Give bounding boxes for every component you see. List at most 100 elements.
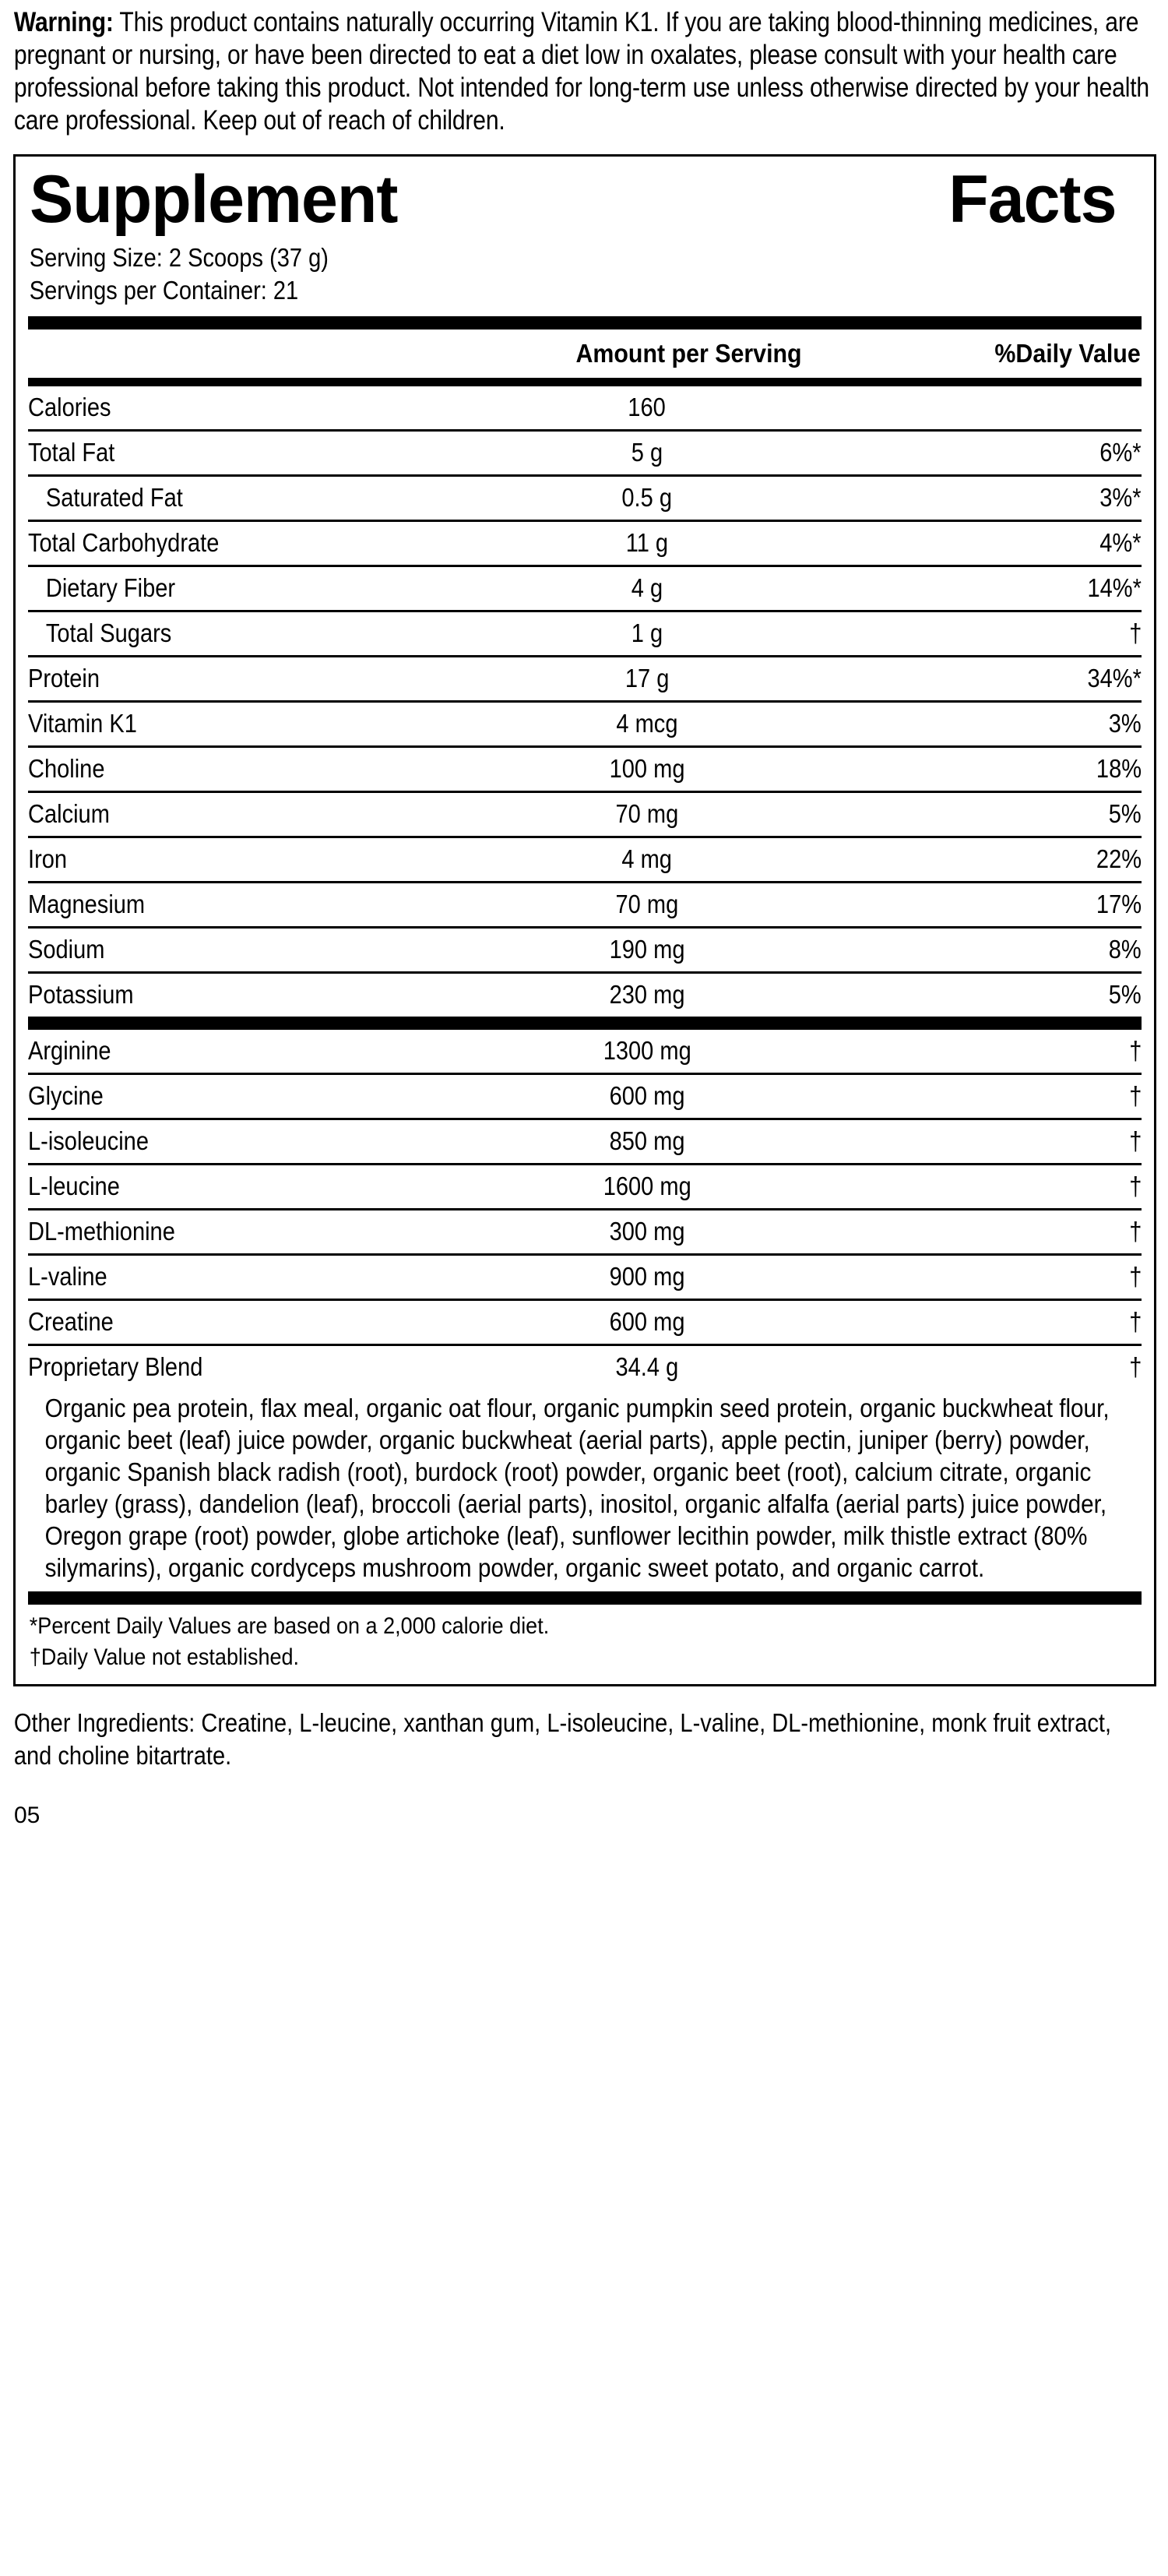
nutrition-table-primary: Calories 160 Total Fat 5 g 6%* Saturated Fat 0…	[28, 386, 1142, 1017]
nutrient-amount-cell: 4 g	[464, 566, 830, 613]
table-row: Creatine 600 mg †	[28, 1299, 1142, 1347]
nutrient-daily-value-cell: 34%*	[830, 656, 1142, 703]
nutrient-amount-cell: 850 mg	[464, 1119, 830, 1166]
nutrient-amount: 190 mg	[609, 935, 685, 964]
footnotes: *Percent Daily Values are based on a 2,0…	[28, 1605, 1142, 1684]
blend-dv-cell: †	[1128, 1352, 1142, 1382]
nutrient-amount-cell: 1300 mg	[464, 1030, 830, 1076]
nutrient-daily-value: 34%*	[1087, 664, 1142, 693]
other-ingredients: Other Ingredients: Creatine, L-leucine, …	[13, 1708, 1112, 1771]
table-row: Arginine 1300 mg †	[28, 1030, 1142, 1076]
page-number: 05	[14, 1802, 40, 1829]
nutrient-name-cell: Total Sugars	[28, 611, 464, 658]
table-row: Calcium 70 mg 5%	[28, 791, 1142, 839]
table-row: Sodium 190 mg 8%	[28, 927, 1142, 974]
table-row: Glycine 600 mg †	[28, 1073, 1142, 1121]
nutrient-daily-value: 5%	[1109, 980, 1142, 1010]
nutrient-name: Magnesium	[28, 890, 146, 919]
nutrient-name-cell: Protein	[28, 656, 464, 703]
warning-paragraph: Warning: This product contains naturally…	[13, 0, 1166, 137]
nutrient-daily-value: 3%	[1109, 709, 1142, 738]
nutrient-daily-value: 14%*	[1087, 573, 1142, 603]
nutrient-daily-value-cell: 5%	[830, 973, 1142, 1017]
table-row: Vitamin K1 4 mcg 3%	[28, 701, 1142, 749]
supplement-facts-box: Supplement Facts Serving Size: 2 Scoops …	[13, 154, 1156, 1687]
nutrient-name-cell: L-isoleucine	[28, 1119, 464, 1166]
nutrient-name: L-valine	[28, 1262, 107, 1292]
nutrient-amount-cell: 1 g	[464, 611, 830, 658]
nutrient-name-cell: Calcium	[28, 791, 464, 839]
warning-text: This product contains naturally occurrin…	[13, 7, 1150, 136]
nutrient-name-cell: L-valine	[28, 1254, 464, 1302]
nutrient-amount: 900 mg	[609, 1262, 685, 1292]
table-row: Saturated Fat 0.5 g 3%*	[28, 475, 1142, 523]
nutrient-daily-value: †	[1128, 1217, 1142, 1246]
nutrient-amount: 4 g	[631, 573, 663, 603]
nutrient-amount-cell: 600 mg	[464, 1299, 830, 1347]
footnote-percent-daily-value: *Percent Daily Values are based on a 2,0…	[29, 1613, 550, 1640]
nutrient-amount-cell: 4 mcg	[464, 701, 830, 749]
nutrient-amount: 70 mg	[615, 890, 679, 919]
nutrient-daily-value-cell: †	[830, 1254, 1142, 1302]
nutrient-daily-value-cell: 3%*	[830, 475, 1142, 523]
nutrient-name: Sodium	[28, 935, 105, 964]
nutrient-amount: 5 g	[631, 438, 663, 467]
divider-bar-footnotes	[28, 1591, 1142, 1605]
nutrient-name: Creatine	[28, 1307, 114, 1337]
nutrient-daily-value-cell: 17%	[830, 882, 1142, 929]
footnote-dv-not-established: †Daily Value not established.	[29, 1644, 300, 1671]
table-row: Protein 17 g 34%*	[28, 656, 1142, 703]
nutrient-amount: 100 mg	[609, 754, 685, 784]
nutrient-name-cell: Glycine	[28, 1073, 464, 1121]
nutrient-amount: 0.5 g	[621, 483, 673, 513]
header-daily-value: %Daily Value	[994, 339, 1141, 368]
nutrient-amount: 4 mg	[621, 844, 673, 874]
nutrient-amount-cell: 230 mg	[464, 973, 830, 1017]
header-spacer	[28, 338, 429, 369]
nutrient-amount: 1300 mg	[603, 1036, 691, 1066]
nutrient-name: Potassium	[28, 980, 134, 1010]
nutrient-amount-cell: 70 mg	[464, 882, 830, 929]
nutrient-daily-value-cell: †	[830, 1030, 1142, 1076]
column-headers: Amount per Serving %Daily Value	[28, 329, 1141, 378]
nutrient-daily-value-cell: †	[830, 1209, 1142, 1256]
table-row: Calories 160	[28, 386, 1142, 432]
nutrient-daily-value: 3%*	[1099, 483, 1142, 513]
table-row: Total Fat 5 g 6%*	[28, 430, 1142, 477]
divider-bar-top	[28, 316, 1142, 330]
nutrient-amount: 17 g	[624, 664, 670, 693]
nutrient-daily-value-cell: †	[830, 1299, 1142, 1347]
nutrient-name: Dietary Fiber	[45, 573, 176, 603]
nutrient-name: Protein	[28, 664, 100, 693]
nutrient-daily-value-cell: 6%*	[830, 430, 1142, 477]
nutrient-daily-value: 22%	[1096, 844, 1142, 874]
nutrient-name-cell: Creatine	[28, 1299, 464, 1347]
nutrient-name-cell: Potassium	[28, 973, 464, 1017]
nutrient-amount-cell: 70 mg	[464, 791, 830, 839]
nutrient-name-cell: Dietary Fiber	[28, 566, 464, 613]
nutrient-name: Arginine	[28, 1036, 111, 1066]
nutrient-name-cell: Iron	[28, 837, 464, 884]
nutrient-amount-cell: 300 mg	[464, 1209, 830, 1256]
nutrient-daily-value-cell: †	[830, 1164, 1142, 1211]
nutrient-daily-value: 17%	[1096, 890, 1142, 919]
table-row: L-leucine 1600 mg †	[28, 1164, 1142, 1211]
header-amount-per-serving: Amount per Serving	[575, 339, 802, 368]
nutrient-amount-cell: 17 g	[464, 656, 830, 703]
nutrient-daily-value: †	[1128, 1036, 1142, 1066]
nutrient-amount: 230 mg	[609, 980, 685, 1010]
table-row: Dietary Fiber 4 g 14%*	[28, 566, 1142, 613]
nutrient-name-cell: L-leucine	[28, 1164, 464, 1211]
nutrient-daily-value-cell: 22%	[830, 837, 1142, 884]
nutrient-name: L-leucine	[28, 1172, 120, 1201]
nutrient-amount-cell: 190 mg	[464, 927, 830, 974]
blend-amount-cell: 34.4 g	[615, 1352, 679, 1382]
nutrient-name-cell: Total Carbohydrate	[28, 520, 464, 568]
nutrient-amount: 160	[628, 393, 667, 422]
nutrient-name-cell: Total Fat	[28, 430, 464, 477]
nutrient-daily-value: 5%	[1109, 799, 1142, 829]
table-row: Total Carbohydrate 11 g 4%*	[28, 520, 1142, 568]
nutrient-amount: 300 mg	[609, 1217, 685, 1246]
divider-bar-header	[28, 378, 1142, 387]
